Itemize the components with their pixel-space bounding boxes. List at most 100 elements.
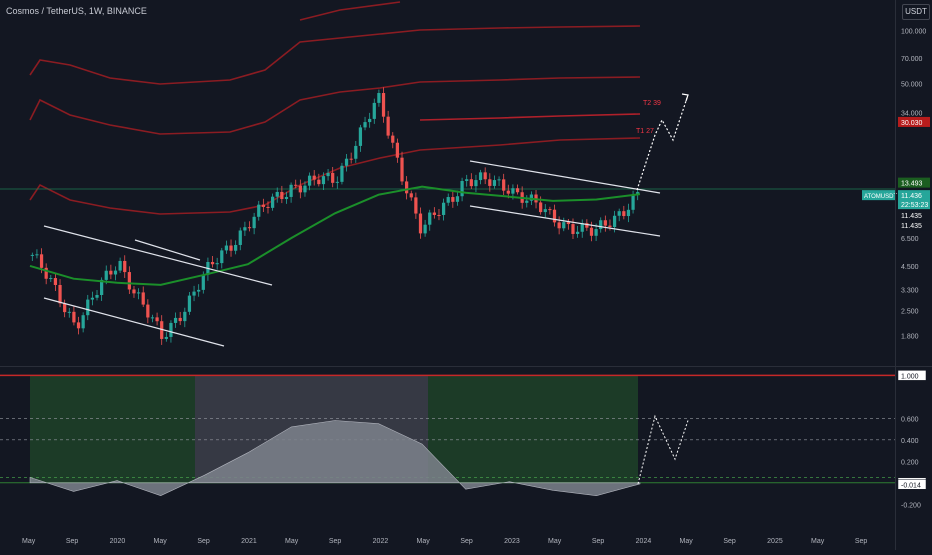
time-tick: 2023	[504, 538, 520, 545]
moving-average-bands	[29, 1, 641, 215]
candle-body	[497, 179, 501, 181]
time-tick: 2024	[636, 538, 652, 545]
candle-body	[451, 197, 455, 202]
moving-average-line	[29, 185, 641, 286]
candle-body	[136, 292, 141, 294]
osc-badge-label: -0.014	[901, 482, 921, 489]
candle-body	[261, 204, 265, 207]
candle-body	[257, 204, 261, 217]
price-badge	[898, 199, 930, 210]
candle-body	[529, 194, 534, 201]
candle-body	[252, 216, 256, 229]
candle-body	[127, 272, 131, 290]
price-badge	[898, 116, 930, 127]
candle-body	[603, 220, 607, 226]
band-line	[29, 137, 641, 215]
candle-body	[423, 224, 427, 234]
candle-body	[173, 317, 178, 323]
candle-body	[358, 127, 363, 146]
target-label-2: T1 27	[636, 128, 654, 135]
candle-body	[90, 297, 95, 300]
candle-body	[377, 93, 381, 103]
osc-badge	[897, 479, 927, 490]
price-tick: 1.800	[901, 333, 919, 340]
candle-body	[289, 184, 293, 197]
price-tick: 70.000	[901, 56, 923, 63]
candle-series	[30, 87, 640, 345]
symbol-tag-label: ATOMUSDT	[864, 194, 897, 200]
projection-arrow	[681, 93, 689, 102]
price-tick: 6.500	[901, 236, 919, 243]
price-tick: 34.000	[901, 111, 923, 118]
candle-body	[331, 172, 335, 183]
candle-body	[187, 295, 192, 312]
time-tick: Sep	[197, 538, 210, 545]
candle-body	[511, 188, 515, 194]
candle-body	[72, 311, 76, 323]
candle-body	[49, 278, 53, 280]
candle-body	[169, 322, 173, 337]
candle-body	[594, 229, 598, 236]
candle-body	[349, 158, 353, 160]
candle-body	[247, 227, 252, 229]
candle-body	[474, 180, 478, 187]
projection-path	[636, 94, 689, 191]
candle-body	[580, 223, 584, 232]
channel-lines	[43, 160, 661, 347]
candle-body	[437, 214, 441, 216]
candle-body	[409, 193, 413, 198]
candle-body	[266, 206, 270, 208]
candle-body	[100, 279, 104, 295]
candle-body	[372, 102, 376, 119]
regime-shade	[30, 375, 195, 483]
time-tick: 2025	[767, 538, 783, 545]
candle-body	[109, 270, 113, 275]
candle-body	[321, 176, 326, 185]
candle-body	[118, 260, 122, 271]
candle-body	[557, 222, 561, 229]
osc-tick: -0.200	[901, 502, 921, 509]
candle-body	[132, 289, 136, 294]
time-axis: May Sep 2020 May Sep 2021 May Sep 2022 May Sep 2023…	[22, 538, 867, 545]
time-tick: Sep	[592, 538, 605, 545]
time-tick: Sep	[855, 538, 868, 545]
candle-body	[460, 180, 464, 197]
candle-body	[340, 165, 344, 182]
price-badge	[898, 220, 930, 231]
osc-badge-label: 1.000	[901, 373, 919, 380]
candle-body	[418, 213, 423, 234]
pane-separator[interactable]	[0, 366, 932, 367]
price-axis: 100.00070.00050.00034.0009.0006.5004.500…	[862, 29, 930, 340]
candle-body	[312, 175, 316, 180]
candle-body	[525, 200, 529, 203]
time-tick: May	[811, 538, 825, 545]
candle-body	[113, 270, 118, 275]
time-tick: Sep	[460, 538, 473, 545]
candle-body	[428, 212, 432, 225]
candle-body	[386, 116, 390, 136]
channel-line	[134, 239, 201, 261]
candle-body	[270, 196, 275, 208]
candle-body	[76, 322, 81, 329]
price-tick: 2.500	[901, 308, 919, 315]
time-tick: May	[680, 538, 694, 545]
time-tick: 2021	[241, 538, 257, 545]
time-tick: May	[154, 538, 168, 545]
candle-body	[150, 317, 155, 319]
candle-body	[95, 294, 99, 298]
candle-body	[543, 209, 547, 213]
time-tick: May	[285, 538, 299, 545]
price-badge-label: 11.436	[901, 193, 922, 200]
candle-body	[391, 135, 395, 143]
candle-body	[220, 250, 224, 264]
candle-body	[571, 224, 575, 234]
candle-body	[395, 142, 400, 158]
candle-body	[455, 196, 460, 202]
currency-button[interactable]: USDT	[902, 4, 930, 20]
candle-body	[215, 263, 219, 265]
candle-body	[326, 172, 330, 177]
candle-body	[502, 179, 506, 191]
